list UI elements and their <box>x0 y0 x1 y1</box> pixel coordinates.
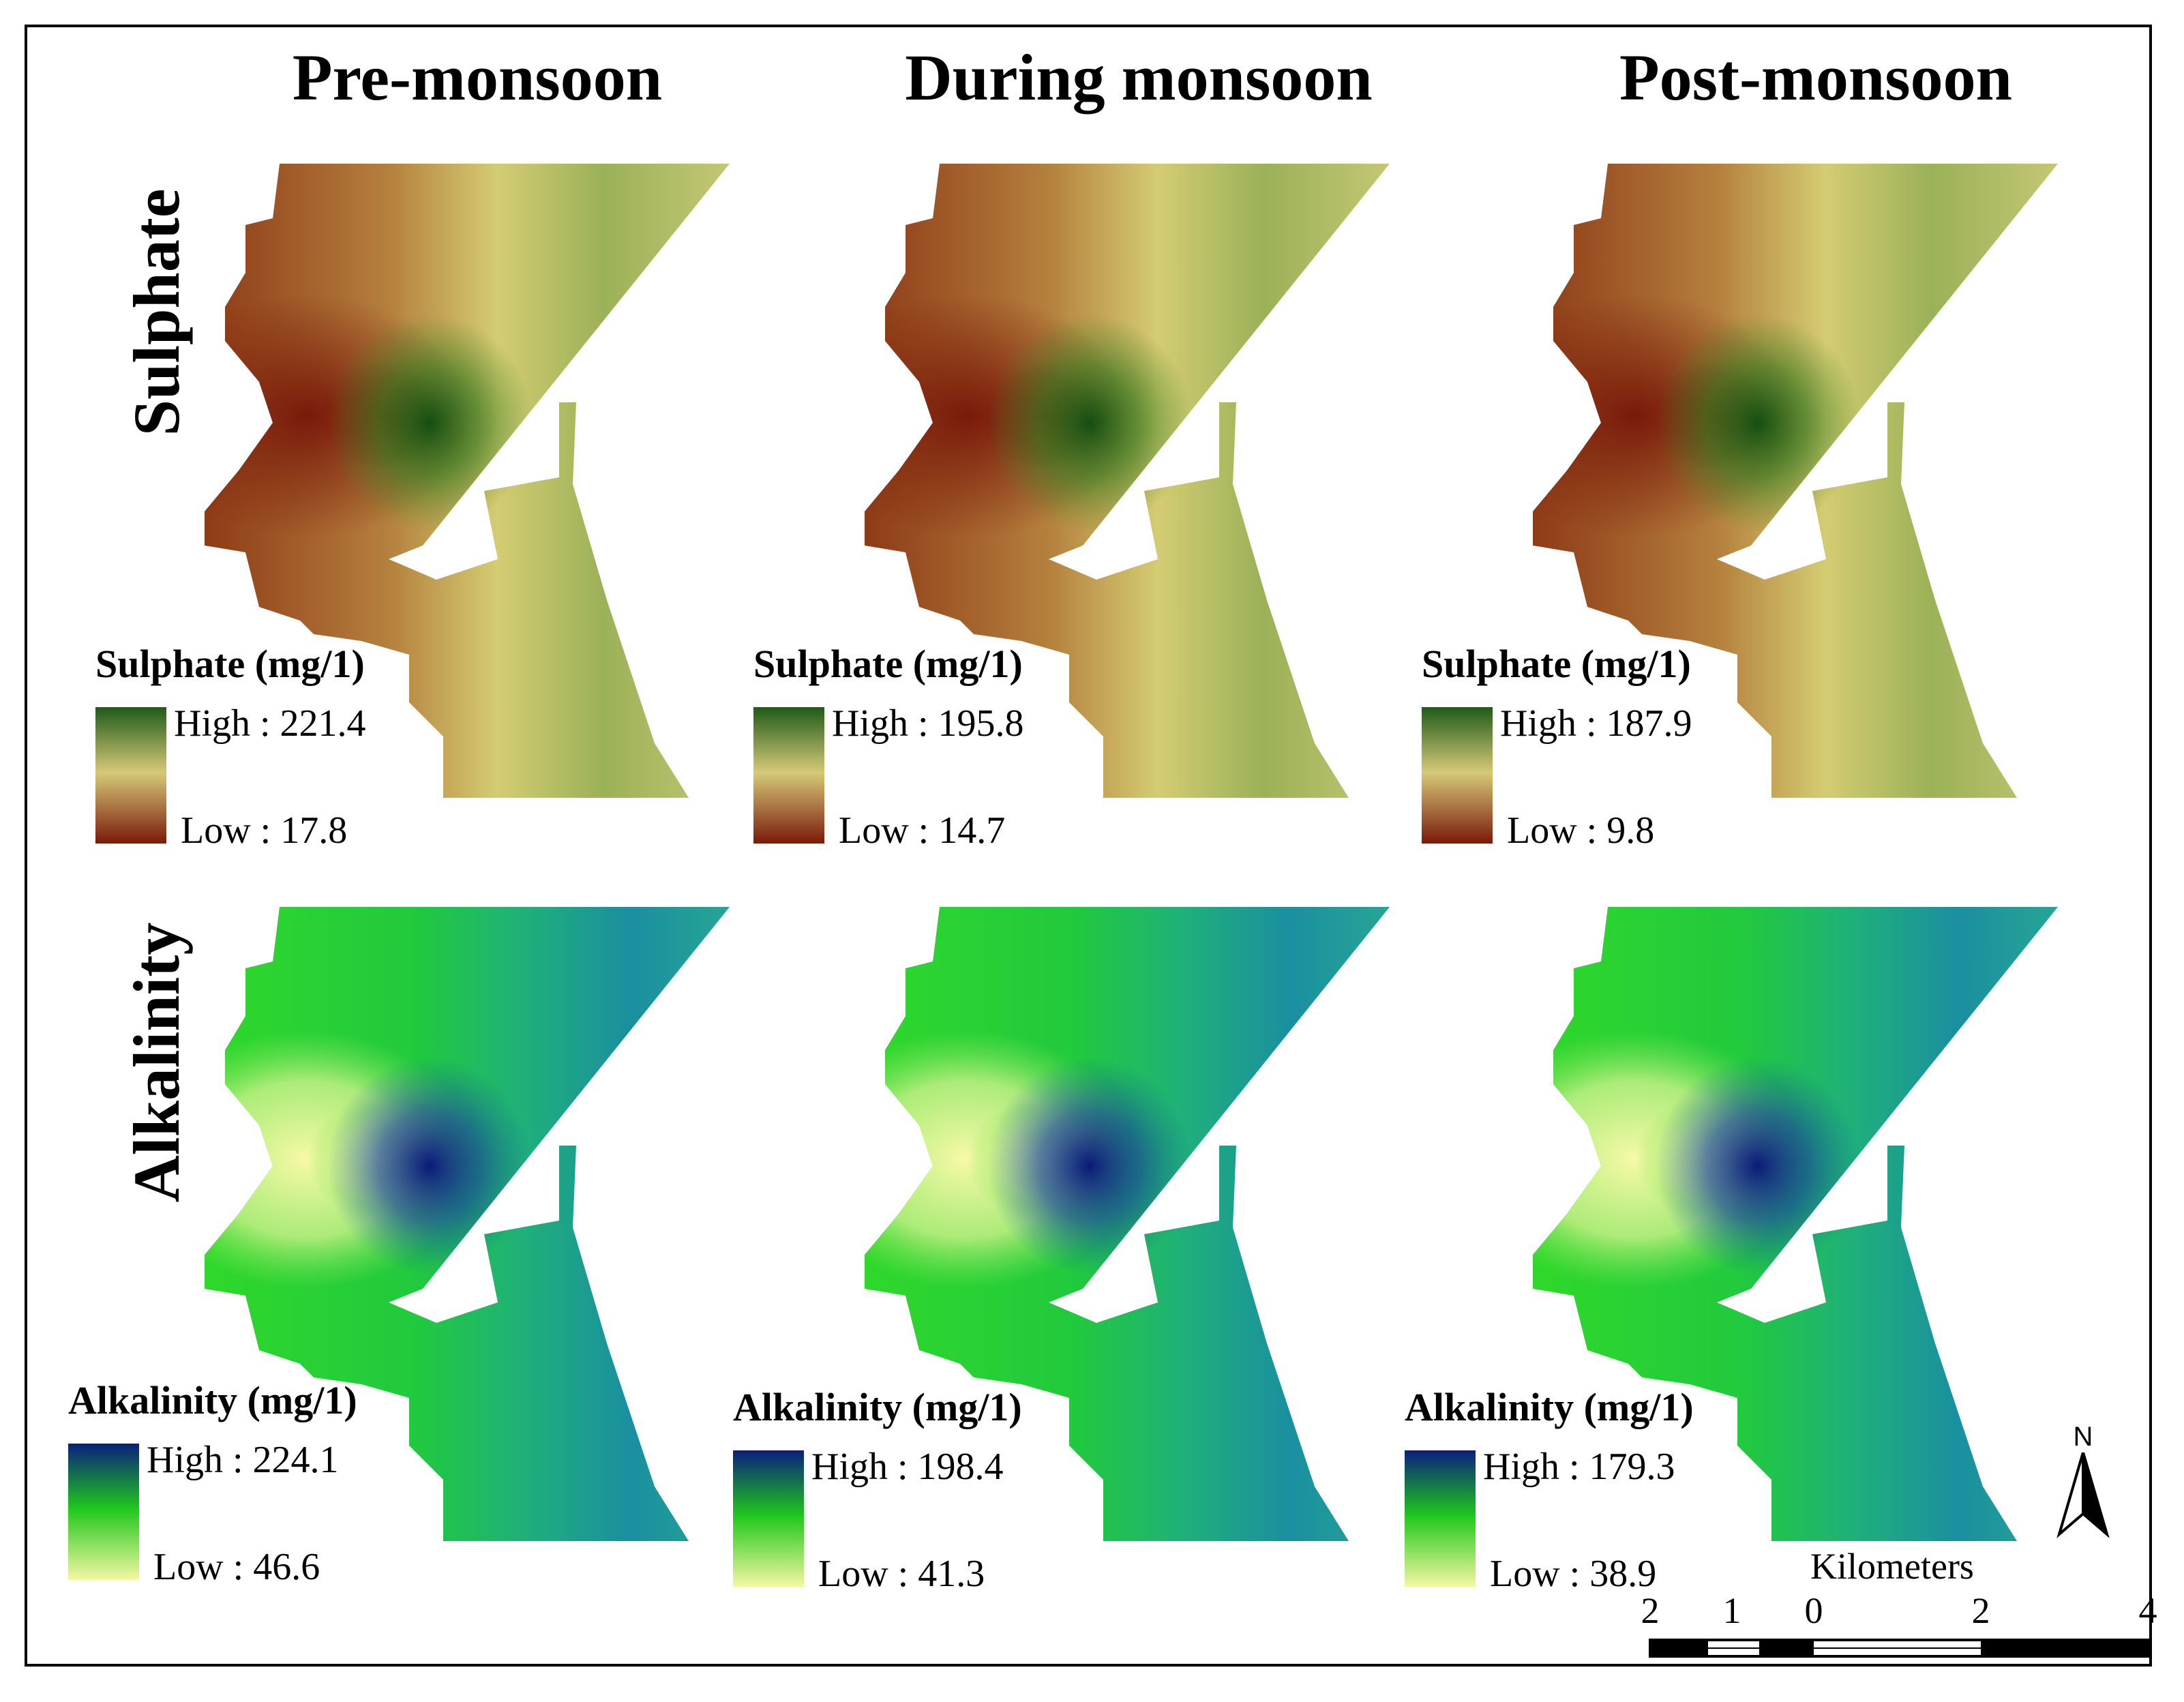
legend-color-ramp <box>753 707 824 843</box>
legend-high-label: High : 179.3 <box>1483 1446 1675 1488</box>
scale-bar-units: Kilometers <box>1810 1546 1974 1587</box>
north-arrow: N <box>2052 1422 2114 1544</box>
legend-low-label: Low : 38.9 <box>1490 1553 1657 1595</box>
column-title-post-monsoon: Post-monsoon <box>1619 41 2013 114</box>
scale-tick: 1 <box>1722 1590 1741 1631</box>
legend-title: Sulphate (mg/1) <box>95 642 365 686</box>
legend-color-ramp <box>1422 707 1493 843</box>
legend-color-ramp <box>68 1444 139 1580</box>
sulphate-legend-3: Sulphate (mg/1) High : 187.9 Low : 9.8 <box>1422 642 1831 852</box>
alkalinity-map-2 <box>865 907 1390 1541</box>
scale-tick: 4 <box>2138 1590 2157 1631</box>
figure-frame <box>25 25 2152 1667</box>
legend-title: Sulphate (mg/1) <box>1422 642 1691 686</box>
legend-low-label: Low : 9.8 <box>1507 809 1655 852</box>
alkalinity-legend-1: Alkalinity (mg/1) High : 224.1 Low : 46.6 <box>68 1378 477 1588</box>
legend-title: Alkalinity (mg/1) <box>733 1385 1022 1429</box>
legend-high-label: High : 224.1 <box>147 1439 339 1481</box>
legend-title: Sulphate (mg/1) <box>753 642 1023 686</box>
legend-low-label: Low : 17.8 <box>181 809 348 852</box>
row-title-alkalinity: Alkalinity <box>120 922 193 1203</box>
north-arrow-icon <box>2056 1452 2110 1538</box>
row-title-sulphate: Sulphate <box>120 188 193 436</box>
sulphate-map-1 <box>205 164 730 798</box>
scale-bar-graphic <box>1649 1639 2149 1658</box>
legend-title: Alkalinity (mg/1) <box>1405 1385 1694 1429</box>
legend-color-ramp <box>733 1450 804 1587</box>
column-title-pre-monsoon: Pre-monsoon <box>292 41 663 114</box>
column-title-during-monsoon: During monsoon <box>905 41 1373 114</box>
legend-color-ramp <box>95 707 166 843</box>
legend-high-label: High : 221.4 <box>174 702 366 745</box>
scale-tick: 2 <box>1971 1590 1990 1631</box>
sulphate-map-3 <box>1533 164 2058 798</box>
legend-low-label: Low : 46.6 <box>153 1546 320 1588</box>
scale-bar: 2 1 0 2 4 <box>1641 1590 2157 1667</box>
legend-low-label: Low : 14.7 <box>839 809 1006 852</box>
legend-high-label: High : 198.4 <box>811 1446 1004 1488</box>
alkalinity-legend-3: Alkalinity (mg/1) High : 179.3 Low : 38.9 <box>1405 1385 1814 1595</box>
sulphate-legend-1: Sulphate (mg/1) High : 221.4 Low : 17.8 <box>95 642 505 852</box>
legend-title: Alkalinity (mg/1) <box>68 1378 357 1422</box>
alkalinity-map-1 <box>205 907 730 1541</box>
legend-color-ramp <box>1405 1450 1476 1587</box>
scale-tick: 2 <box>1641 1590 1660 1631</box>
sulphate-map-2 <box>865 164 1390 798</box>
alkalinity-legend-2: Alkalinity (mg/1) High : 198.4 Low : 41.3 <box>733 1385 1142 1595</box>
sulphate-legend-2: Sulphate (mg/1) High : 195.8 Low : 14.7 <box>753 642 1163 852</box>
legend-high-label: High : 187.9 <box>1500 702 1692 745</box>
alkalinity-map-3 <box>1533 907 2058 1541</box>
legend-low-label: Low : 41.3 <box>818 1553 985 1595</box>
north-label: N <box>2073 1422 2093 1452</box>
scale-tick: 0 <box>1804 1590 1823 1631</box>
legend-high-label: High : 195.8 <box>832 702 1024 745</box>
